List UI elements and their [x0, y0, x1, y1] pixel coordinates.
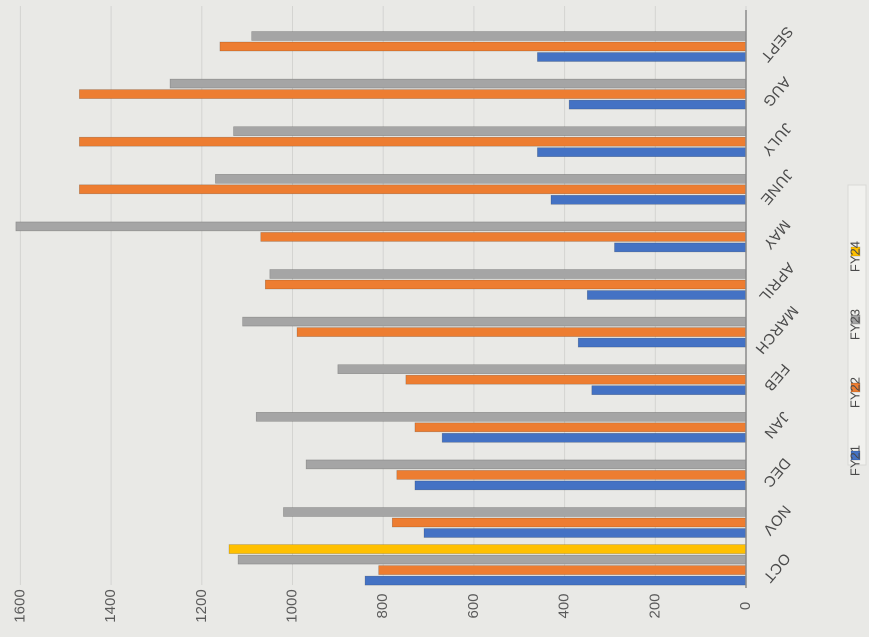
bar-fy21-sept	[537, 52, 747, 62]
legend-label-fy21: FY21	[847, 445, 862, 476]
category-label-july: JULY	[758, 119, 795, 159]
value-tick-label: 1600	[11, 589, 28, 622]
category-label-sept: SEPT	[757, 23, 796, 65]
category-label-nov: NOV	[759, 502, 794, 539]
bar-fy23-june	[215, 174, 747, 184]
bar-fy21-feb	[591, 385, 747, 396]
bars	[15, 31, 747, 586]
category-label-april: APRIL	[755, 259, 798, 305]
bar-fy22-june	[79, 184, 747, 195]
legend-swatch-fy23	[850, 314, 861, 325]
bar-fy23-july	[233, 126, 747, 136]
legend-swatch-fy21	[850, 450, 861, 461]
bar-fy22-nov	[391, 517, 747, 528]
value-tick-label: 400	[556, 593, 573, 618]
category-label-jan: JAN	[760, 408, 792, 442]
bar-fy23-nov	[283, 507, 747, 517]
bar-fy23-may	[15, 221, 747, 232]
legend-label-fy22: FY22	[847, 377, 862, 408]
legend-label-fy23: FY23	[847, 309, 862, 340]
bar-fy22-feb	[405, 374, 747, 385]
category-label-dec: DEC	[759, 454, 793, 490]
value-tick-label: 0	[737, 602, 754, 610]
bar-fy22-july	[79, 136, 747, 147]
bar-fy21-nov	[423, 528, 747, 538]
bar-fy22-sept	[219, 41, 747, 52]
bar-fy22-march	[296, 327, 747, 337]
bar-fy21-dec	[414, 480, 747, 491]
category-label-aug: AUG	[759, 73, 794, 110]
bar-fy22-aug	[79, 89, 747, 99]
value-tick-label: 1000	[283, 589, 300, 622]
bar-fy23-oct	[237, 554, 747, 565]
category-label-june: JUNE	[757, 166, 796, 208]
bar-fy21-aug	[568, 99, 747, 110]
bar-fy21-oct	[364, 575, 747, 586]
bar-fy23-sept	[251, 31, 747, 41]
legend-label-fy24: FY24	[847, 241, 862, 272]
bar-fy23-jan	[255, 411, 747, 422]
legend: FY21 FY22 FY23 FY24	[847, 184, 867, 476]
legend-swatch-fy22	[850, 382, 861, 393]
bar-fy21-july	[537, 147, 747, 157]
value-axis-ticks: 0 200 400 600 800 1000 1200 1400 1600	[11, 589, 754, 622]
bar-fy22-april	[264, 279, 747, 290]
category-label-oct: OCT	[759, 550, 793, 586]
bar-fy24-oct	[228, 544, 747, 554]
bar-fy21-may	[614, 242, 747, 253]
bar-fy22-jan	[414, 422, 747, 433]
bar-fy21-june	[550, 195, 747, 205]
legend-swatch-fy24	[850, 246, 861, 257]
category-label-feb: FEB	[760, 360, 793, 394]
bar-fy23-feb	[337, 364, 747, 375]
value-tick-label: 1200	[193, 589, 210, 622]
bar-fy21-jan	[441, 432, 747, 443]
value-tick-label: 1400	[102, 589, 119, 622]
value-tick-label: 800	[374, 593, 391, 618]
bar-fy22-may	[260, 232, 747, 242]
bar-fy22-dec	[396, 470, 747, 480]
bar-fy21-april	[586, 290, 747, 300]
bar-fy23-aug	[169, 78, 747, 89]
bar-fy23-april	[269, 269, 747, 279]
value-tick-label: 600	[465, 593, 482, 618]
bar-fy21-march	[577, 337, 747, 348]
category-label-march: MARCH	[751, 302, 801, 357]
bar-fy22-oct	[378, 565, 747, 575]
bar-fy23-march	[242, 316, 747, 327]
category-label-may: MAY	[759, 216, 793, 252]
value-tick-label: 200	[646, 593, 663, 618]
bar-fy23-dec	[305, 459, 747, 470]
